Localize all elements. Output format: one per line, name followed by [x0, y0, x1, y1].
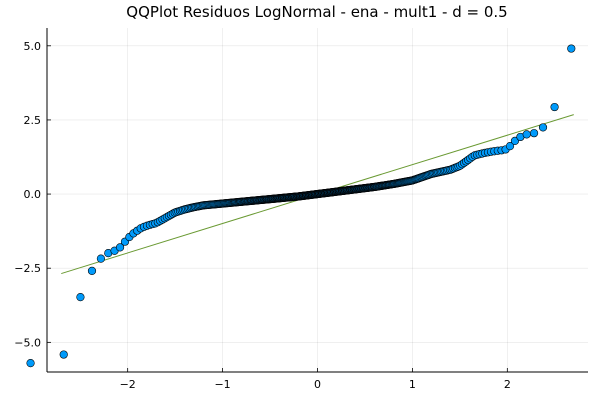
x-tick-label: 1 — [409, 378, 416, 391]
chart-title: QQPlot Residuos LogNormal - ena - mult1 … — [126, 3, 507, 21]
x-tick-label: 2 — [504, 378, 511, 391]
data-point — [522, 130, 531, 139]
axes — [46, 28, 588, 373]
data-point — [550, 102, 559, 112]
data-point — [87, 266, 97, 275]
grid-lines — [47, 28, 588, 372]
data-point — [96, 254, 106, 263]
data-point — [538, 123, 548, 132]
y-tick-label: −5.0 — [14, 336, 41, 349]
data-point — [26, 359, 35, 368]
y-tick-label: 2.5 — [24, 114, 42, 127]
x-tick-label: 0 — [314, 378, 321, 391]
x-tick-label: −1 — [214, 378, 230, 391]
data-point — [505, 142, 515, 151]
data-point — [115, 243, 125, 252]
data-point — [59, 350, 68, 359]
y-tick-label: 0.0 — [24, 188, 42, 201]
tick-labels: −2 −1 0 1 2 −5.0 −2.5 0.0 2.5 5.0 — [14, 40, 511, 391]
y-tick-label: 5.0 — [24, 40, 42, 53]
y-tick-label: −2.5 — [14, 262, 41, 275]
data-point — [510, 136, 520, 145]
data-point — [529, 129, 539, 138]
data-point — [76, 293, 85, 302]
points-layer — [26, 44, 576, 368]
data-point — [567, 44, 576, 53]
x-tick-label: −2 — [120, 378, 136, 391]
